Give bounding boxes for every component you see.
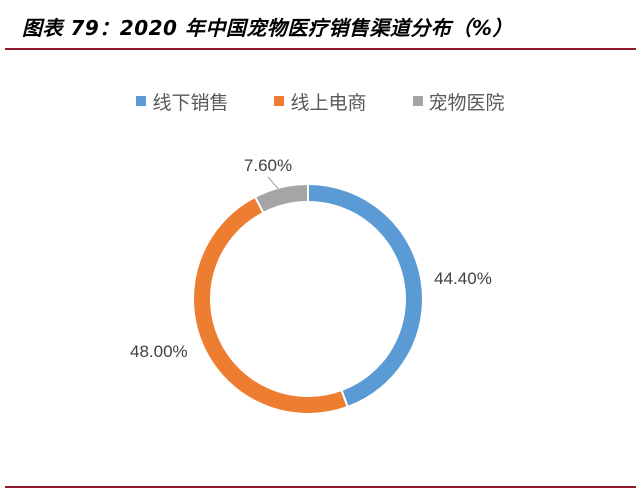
chart-title: 图表 79：2020 年中国宠物医疗销售渠道分布（%） [22,16,513,40]
legend-label-hospital: 宠物医院 [428,91,505,114]
legend-swatch-offline [136,96,147,106]
legend-swatch-hospital [412,96,423,106]
top-divider [5,48,636,50]
donut-slice-offline [307,182,424,409]
leader-line-hospital [267,176,282,193]
bottom-divider [5,486,636,488]
legend-item-offline: 线下销售 [136,88,228,115]
donut-slice-hospital [253,182,309,215]
legend-item-hospital: 宠物医院 [412,88,505,115]
data-label-hospital: 7.60% [244,156,292,175]
legend-item-online: 线上电商 [274,88,367,115]
chart-legend: 线下销售 线上电商 宠物医院 [0,88,641,114]
legend-label-online: 线上电商 [290,91,367,114]
legend-label-offline: 线下销售 [152,91,229,114]
data-label-online: 48.00% [130,342,188,361]
legend-swatch-online [274,96,285,106]
donut-slice-online [192,195,349,415]
data-label-offline: 44.40% [434,269,492,288]
